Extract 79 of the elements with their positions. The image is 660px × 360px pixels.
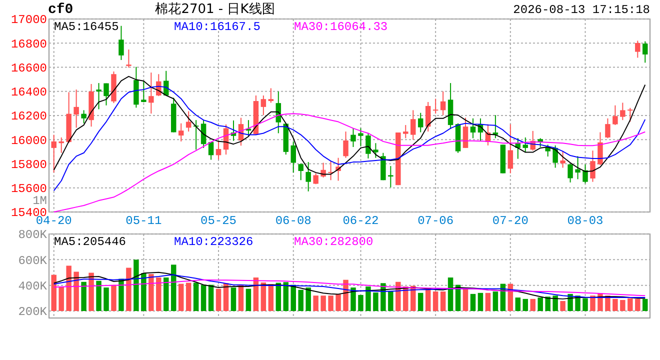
line-series [53, 279, 646, 296]
candlestick [343, 131, 348, 158]
candlestick [141, 80, 146, 103]
candlestick [373, 142, 378, 158]
candlestick [552, 144, 558, 168]
x-tick-label: 07-20 [492, 214, 528, 228]
x-tick-label: 06-22 [342, 214, 379, 228]
y-tick-label: 16800 [10, 37, 47, 52]
y-tick-label: 16000 [10, 134, 47, 148]
candlestick [462, 117, 468, 148]
x-tick-label: 07-06 [418, 214, 454, 228]
candlestick [268, 88, 274, 104]
candlestick [388, 166, 394, 188]
candlestick [560, 150, 566, 168]
y-tick-label: 600K [18, 254, 48, 268]
candlestick [605, 118, 610, 139]
y-tick-label: 16600 [10, 61, 47, 76]
candlestick [164, 70, 169, 96]
y-tick-label: 15800 [10, 158, 47, 172]
text: MA30:282800 [294, 235, 374, 249]
text: MA30:16064.33 [294, 20, 388, 34]
candlestick [432, 98, 438, 114]
candlestick [418, 112, 424, 133]
candlestick [425, 101, 431, 132]
text: MA5:16455 [54, 20, 119, 34]
chart-title: 棉花2701 - 日K线图 [155, 2, 275, 17]
candlestick [51, 134, 56, 174]
text: MA10:223326 [174, 235, 254, 249]
y-tick-label: 15600 [10, 182, 47, 196]
candlestick [568, 163, 573, 183]
candlestick [403, 124, 408, 139]
candlestick [582, 164, 588, 184]
x-tick-label: 05-11 [126, 214, 162, 228]
candlestick [470, 118, 476, 139]
candlestick [290, 140, 296, 174]
candlestick [628, 107, 633, 122]
x-tick-label: 08-03 [567, 214, 604, 228]
candlestick [410, 110, 416, 140]
candlestick [104, 82, 109, 106]
candlestick [200, 120, 206, 148]
y-tick-label: 400K [18, 280, 48, 294]
candlestick [366, 132, 371, 159]
candlestick [118, 25, 124, 61]
x-tick-label: 06-08 [275, 214, 312, 228]
y-tick-label: 16400 [10, 86, 47, 100]
text: MA5:205446 [54, 235, 126, 249]
text: 1M [32, 194, 47, 208]
candlestick [96, 82, 102, 110]
text: 2026-08-13 17:15:18 [513, 3, 650, 17]
candlestick [575, 156, 580, 180]
candlestick [216, 140, 222, 160]
candlestick [208, 142, 214, 160]
candlestick [590, 150, 596, 182]
candlestick [126, 49, 132, 68]
candlestick [508, 124, 514, 174]
candlestick [642, 40, 648, 64]
y-tick-label: 200K [18, 305, 48, 320]
y-tick-label: 17000 [10, 13, 47, 28]
y-tick-label: 16200 [10, 110, 47, 124]
candlestick [260, 94, 266, 116]
candlestick [598, 132, 603, 166]
candlestick [148, 72, 154, 114]
x-tick-label: 05-25 [200, 214, 237, 228]
candlestick [298, 162, 304, 181]
candlestick [74, 89, 79, 128]
candlestick [178, 122, 184, 142]
y-tick-label: 800K [18, 228, 48, 242]
candlestick [306, 162, 311, 192]
candlestick [612, 104, 618, 126]
candlestick [440, 90, 446, 116]
candlestick [81, 110, 86, 124]
candlestick [620, 102, 626, 121]
candlestick [58, 136, 64, 154]
candlestick [635, 40, 640, 58]
text: MA10:16167.5 [174, 20, 260, 34]
candlestick [358, 128, 364, 147]
candlestick [350, 128, 356, 148]
text: cf0 [48, 2, 74, 18]
candlestick [522, 136, 528, 153]
